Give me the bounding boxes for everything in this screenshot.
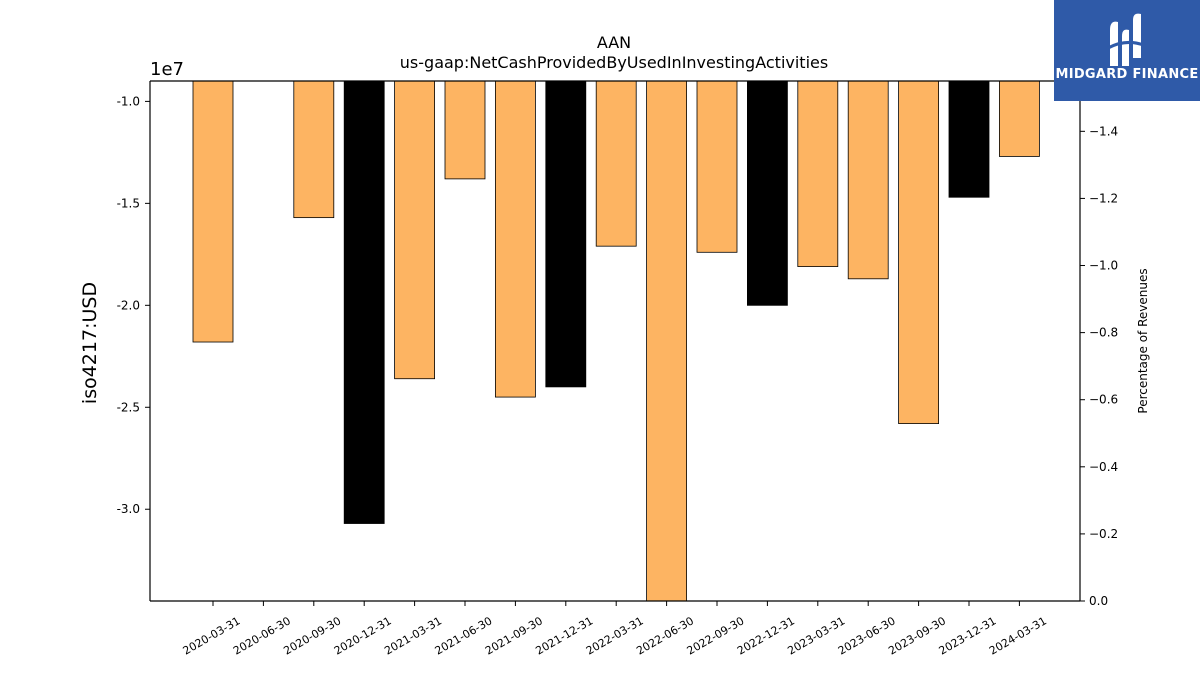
bar-2020-03-31 bbox=[192, 80, 234, 343]
bar-2020-12-31 bbox=[343, 80, 385, 524]
company-logo: MIDGARD FINANCE bbox=[1054, 0, 1200, 101]
bar-2023-03-31 bbox=[797, 80, 839, 267]
bar-2021-03-31 bbox=[394, 80, 436, 380]
bar-2023-12-31 bbox=[948, 80, 990, 198]
y-axis-label: iso4217:USD bbox=[79, 282, 101, 404]
bar-2021-12-31 bbox=[545, 80, 587, 388]
y2-tick-label: −0.8 bbox=[1089, 326, 1118, 340]
y-tick-label: -2.0 bbox=[117, 298, 140, 312]
bar-2021-09-30 bbox=[494, 80, 536, 398]
chart-subtitle: us-gaap:NetCashProvidedByUsedInInvesting… bbox=[400, 53, 828, 72]
bar-2022-12-31 bbox=[747, 80, 788, 306]
bar-2022-09-30 bbox=[696, 80, 738, 253]
bar-2022-03-31 bbox=[595, 80, 637, 247]
y2-tick-label: 0.0 bbox=[1089, 594, 1108, 608]
y-tick-label: -1.5 bbox=[117, 196, 140, 210]
y2-tick-label: −0.6 bbox=[1089, 393, 1118, 407]
y2-axis-label: Percentage of Revenues bbox=[1136, 268, 1150, 413]
chart-title: AAN bbox=[597, 33, 631, 52]
y-offset-label: 1e7 bbox=[150, 59, 184, 80]
bar-2024-03-31 bbox=[999, 80, 1040, 157]
bar-2023-09-30 bbox=[898, 80, 939, 424]
logo-mark-icon bbox=[1107, 13, 1147, 67]
y2-tick-label: −1.0 bbox=[1089, 259, 1118, 273]
logo-text: MIDGARD FINANCE bbox=[1055, 67, 1199, 82]
bar-2021-06-30 bbox=[444, 80, 486, 180]
y-tick-label: -1.0 bbox=[117, 94, 140, 108]
y-tick-label: -3.0 bbox=[117, 502, 140, 516]
bar-2022-06-30 bbox=[646, 80, 687, 602]
y2-tick-label: −1.4 bbox=[1089, 124, 1118, 138]
y2-tick-label: −0.2 bbox=[1089, 527, 1118, 541]
bar-2023-06-30 bbox=[847, 80, 889, 280]
y-tick-label: -2.5 bbox=[117, 400, 140, 414]
bar-2020-09-30 bbox=[293, 80, 335, 219]
y2-tick-label: −0.4 bbox=[1089, 460, 1118, 474]
y2-tick-label: −1.2 bbox=[1089, 191, 1118, 205]
x-tick-label: 2024-03-31 bbox=[987, 614, 1049, 657]
